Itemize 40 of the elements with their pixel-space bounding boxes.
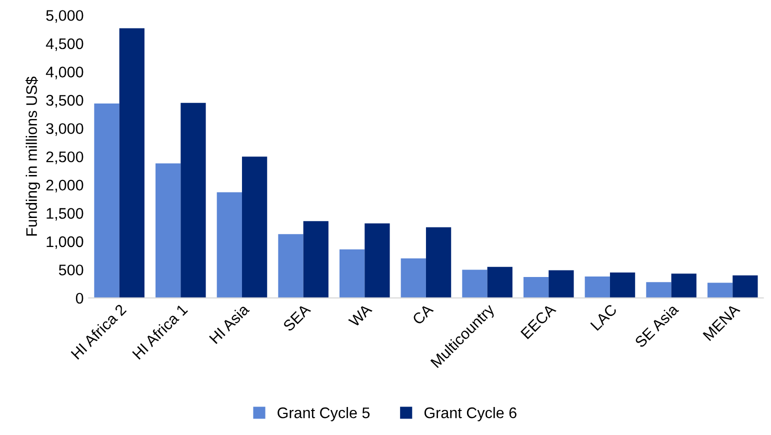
y-tick-label: 3,000: [46, 123, 84, 136]
y-tick-label: 4,000: [46, 66, 84, 80]
y-tick-label: 5,000: [46, 10, 84, 23]
bar: [426, 227, 452, 298]
y-tick-label: 1,500: [46, 208, 84, 221]
bar: [584, 276, 610, 298]
bar: [340, 249, 365, 298]
y-tick-label: 1,000: [46, 236, 84, 249]
bar: [94, 103, 120, 298]
bar: [180, 102, 206, 298]
bar: [462, 270, 488, 298]
bar: [216, 192, 242, 298]
bar: [156, 163, 181, 298]
x-tick-label: SE Asia: [634, 302, 680, 348]
bar: [242, 156, 268, 298]
legend-label: Grant Cycle 5: [278, 407, 370, 422]
bar: [364, 223, 390, 298]
bar: [303, 221, 328, 298]
y-tick-label: 4,500: [46, 38, 84, 51]
legend-label: Grant Cycle 6: [424, 407, 516, 422]
y-tick-label: 0: [76, 292, 84, 304]
bar: [487, 266, 512, 298]
bar: [707, 282, 733, 298]
bar: [523, 277, 549, 298]
y-tick-label: 500: [58, 264, 84, 276]
y-axis-title: Funding in millions US$: [26, 76, 40, 236]
x-tick-label: HI Asia: [208, 302, 250, 344]
y-tick-label: 3,500: [46, 94, 84, 108]
bar: [610, 272, 636, 298]
y-tick-label: 2,000: [46, 180, 84, 192]
bar: [671, 274, 696, 298]
x-tick-label: SEA: [282, 303, 312, 332]
bar: [278, 234, 304, 298]
bar: [732, 275, 758, 298]
bar: [548, 270, 574, 298]
y-tick-label: 2,500: [46, 151, 84, 164]
bar: [646, 282, 672, 298]
x-tick-label: WA: [348, 303, 372, 328]
bar: [119, 28, 144, 298]
bar: [400, 258, 426, 298]
